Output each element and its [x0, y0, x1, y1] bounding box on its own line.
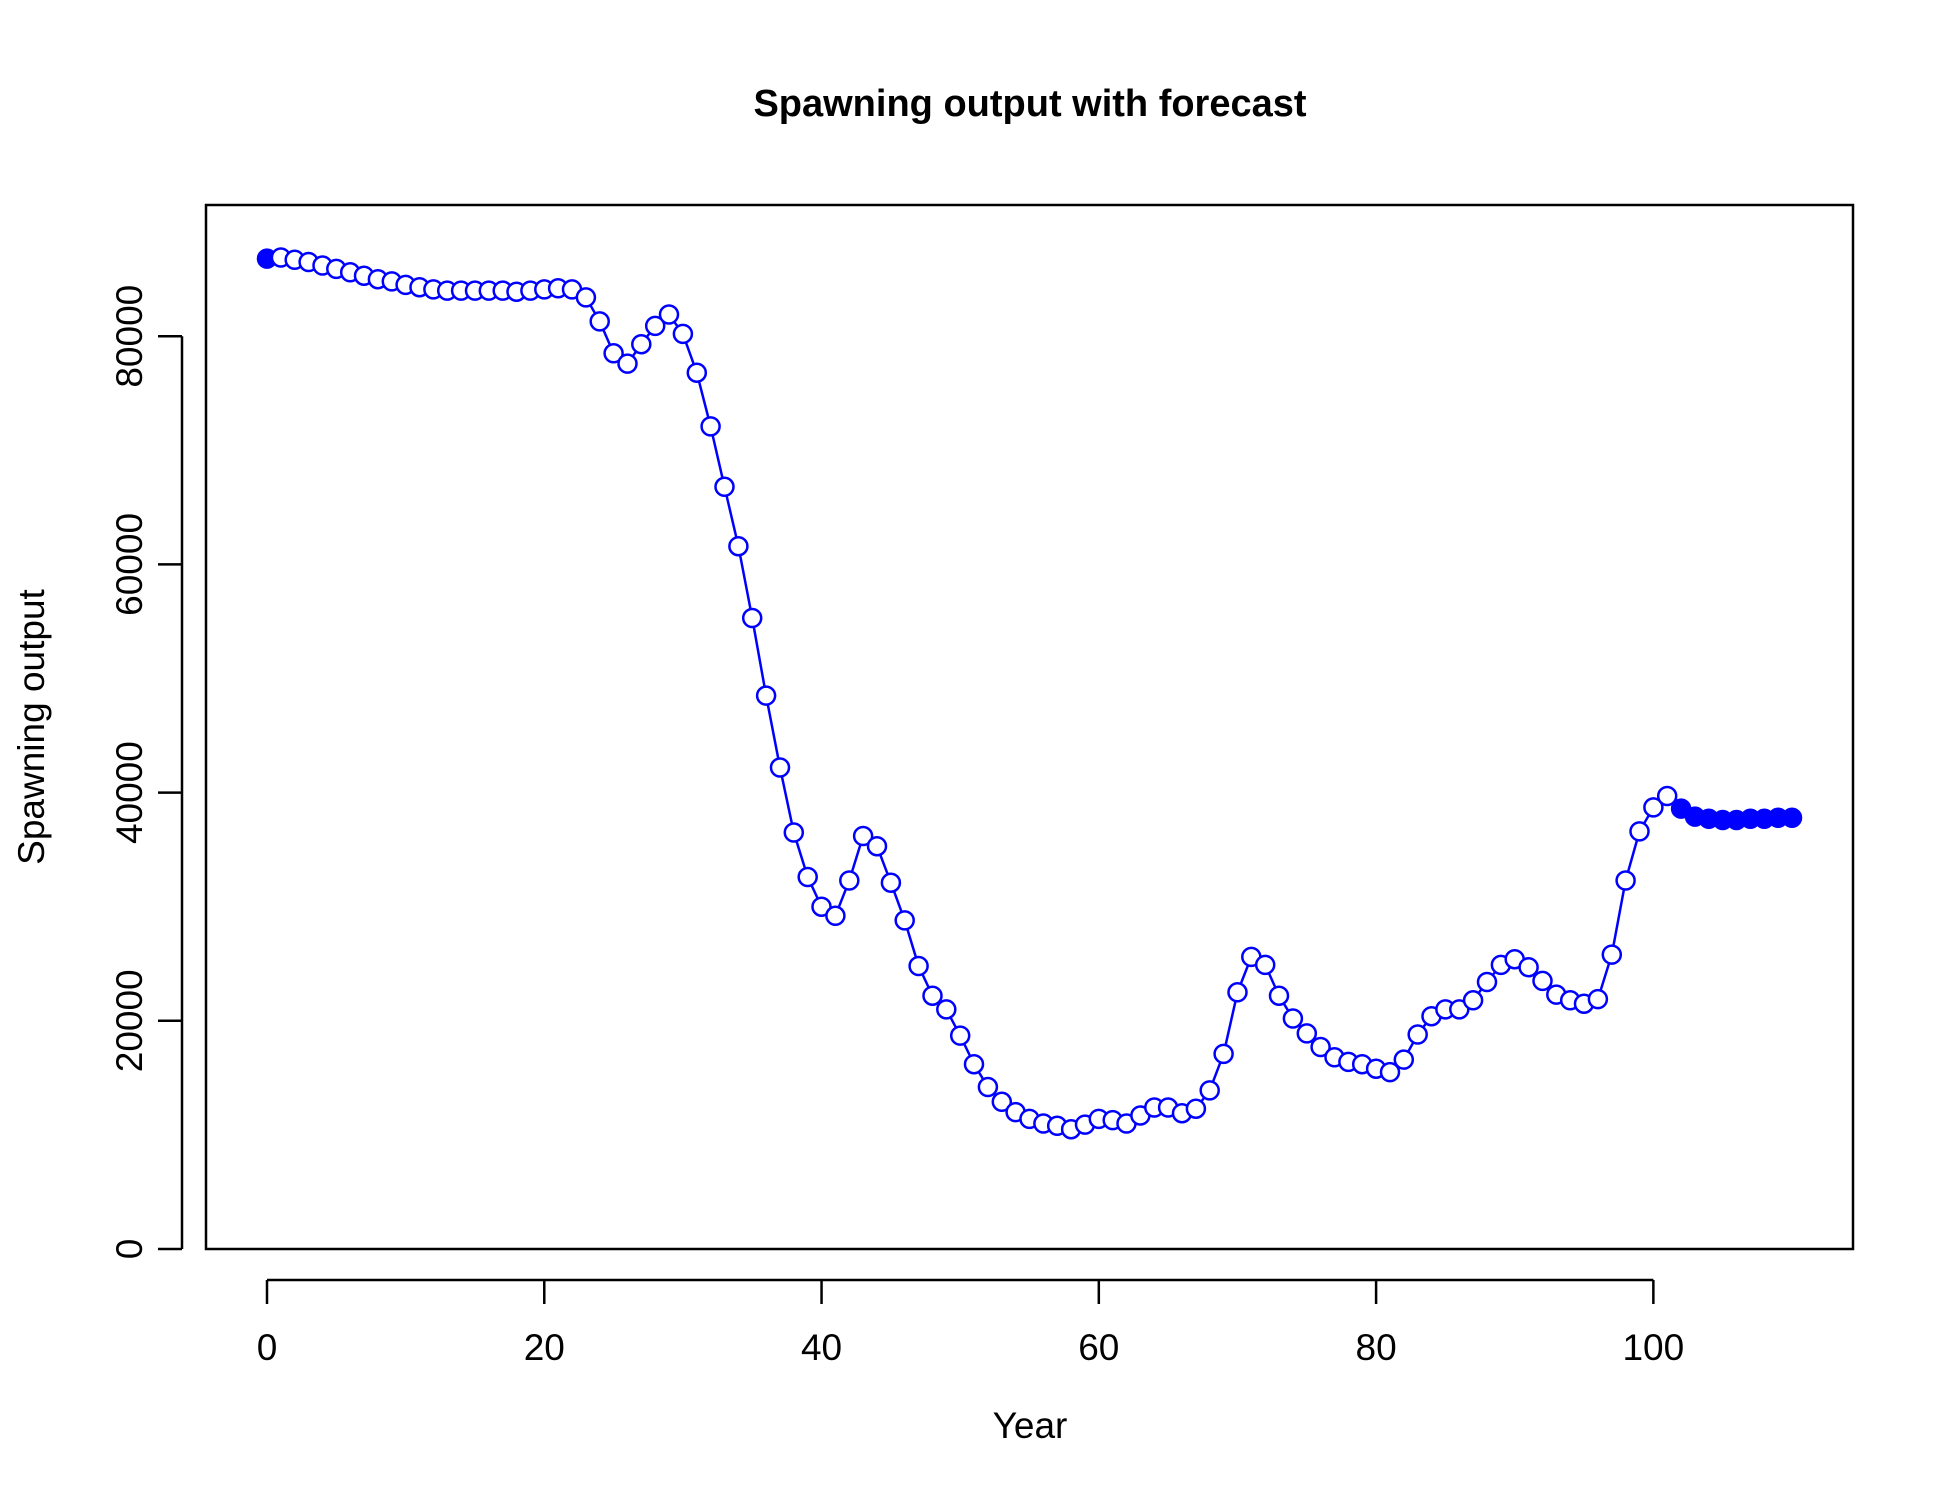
data-point	[908, 955, 929, 977]
data-point	[797, 866, 818, 888]
data-point	[963, 1053, 985, 1075]
data-point	[936, 999, 957, 1020]
data-point	[1518, 956, 1539, 978]
chart-title: Spawning output with forecast	[753, 83, 1306, 125]
data-point	[769, 757, 791, 778]
data-point	[603, 343, 624, 364]
data-point	[1532, 970, 1553, 992]
data-point	[783, 822, 805, 843]
x-tick-label: 40	[801, 1327, 842, 1368]
data-point	[866, 835, 888, 857]
data-point	[1199, 1080, 1220, 1101]
data-point	[1615, 870, 1636, 891]
data-point	[755, 685, 777, 706]
data-point	[922, 985, 943, 1006]
data-point	[839, 870, 860, 891]
data-point	[700, 416, 721, 437]
series-layer	[256, 247, 1803, 1140]
data-point	[1629, 821, 1650, 842]
x-tick-label: 80	[1356, 1327, 1397, 1368]
data-point	[644, 315, 666, 337]
y-tick-label: 80000	[109, 285, 150, 388]
y-tick-label: 40000	[109, 741, 150, 844]
data-point	[1462, 990, 1484, 1011]
data-point-filled	[1781, 807, 1803, 828]
data-point	[1227, 982, 1248, 1003]
data-point	[1268, 985, 1290, 1006]
y-tick-label: 20000	[109, 969, 150, 1072]
y-axis: 0 20000 40000 60000 80000	[109, 285, 184, 1260]
data-point	[977, 1076, 999, 1098]
data-point	[1656, 785, 1678, 807]
x-axis-title: Year	[993, 1405, 1068, 1446]
data-point	[1407, 1024, 1428, 1045]
y-tick-label: 60000	[109, 513, 150, 616]
data-point	[825, 905, 846, 927]
data-point	[880, 872, 902, 893]
data-point	[575, 287, 597, 308]
data-point	[728, 535, 749, 557]
data-point	[1296, 1023, 1318, 1044]
plot-frame	[204, 203, 1855, 1251]
data-point	[617, 353, 638, 374]
data-point	[714, 476, 735, 498]
data-point	[1587, 988, 1609, 1010]
data-point	[1643, 797, 1664, 818]
data-point	[1393, 1049, 1415, 1070]
data-point	[1282, 1008, 1304, 1029]
data-point	[1254, 954, 1276, 976]
y-tick-label: 0	[109, 1239, 150, 1260]
data-point	[1310, 1036, 1331, 1058]
data-point	[991, 1091, 1013, 1113]
data-point	[658, 304, 680, 325]
x-tick-label: 60	[1078, 1327, 1119, 1368]
x-tick-label: 20	[524, 1327, 565, 1368]
data-point	[1379, 1061, 1401, 1083]
data-point	[949, 1025, 971, 1046]
x-tick-label: 100	[1622, 1327, 1684, 1368]
data-point	[631, 333, 652, 355]
x-axis: 0 20 40 60 80 100	[257, 1278, 1684, 1368]
data-point	[1449, 999, 1470, 1020]
data-point	[741, 607, 763, 629]
data-point	[672, 323, 694, 345]
data-point	[852, 825, 874, 847]
data-point	[811, 896, 832, 917]
y-axis-title: Spawning output	[11, 588, 52, 864]
data-point	[1476, 971, 1498, 993]
data-point	[686, 362, 708, 383]
x-tick-label: 0	[257, 1327, 278, 1368]
data-point	[1601, 944, 1623, 965]
data-point	[589, 311, 610, 332]
data-point	[1185, 1098, 1207, 1119]
data-point	[894, 910, 915, 931]
data-point	[1213, 1043, 1234, 1065]
